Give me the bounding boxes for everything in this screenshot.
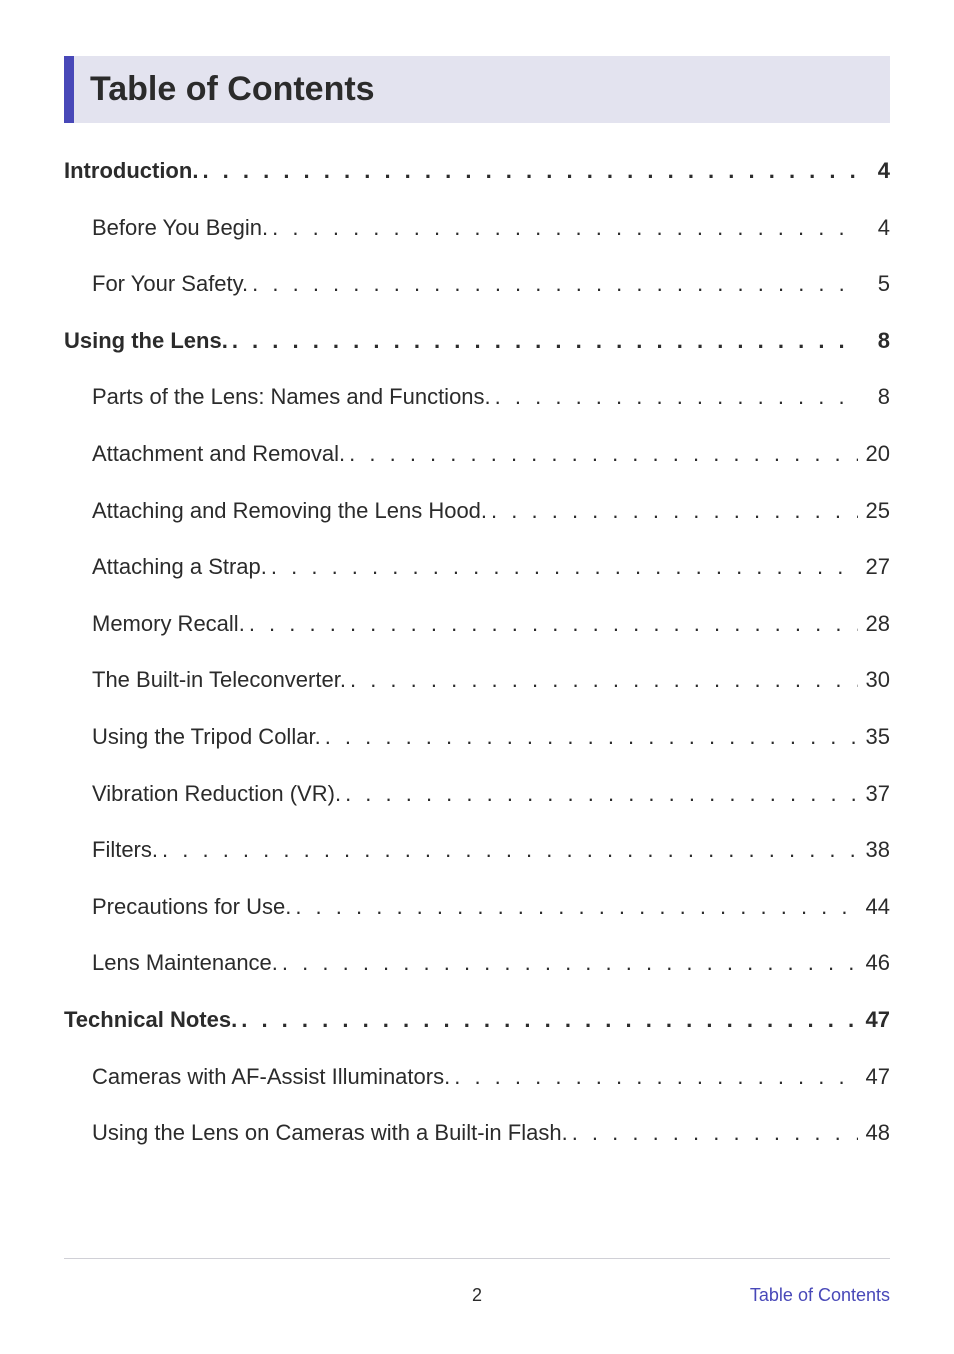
- toc-leader: . . . . . . . . . . . . . . . . . . . . …: [267, 553, 858, 582]
- toc-leader: . . . . . . . . . . . . . . . . . . . . …: [237, 1006, 858, 1035]
- toc-entry-title: Lens Maintenance: [92, 949, 278, 978]
- toc-entry-page: 30: [858, 666, 890, 695]
- toc-row[interactable]: Precautions for Use. . . . . . . . . . .…: [64, 893, 890, 922]
- toc-entry-page: 27: [858, 553, 890, 582]
- page-footer: 2 Table of Contents: [64, 1258, 890, 1306]
- toc-entry-title: For Your Safety: [92, 270, 248, 299]
- toc-entry-page: 47: [858, 1006, 890, 1035]
- toc-row[interactable]: Attaching a Strap. . . . . . . . . . . .…: [64, 553, 890, 582]
- toc-leader: . . . . . . . . . . . . . . . . . . . . …: [491, 383, 858, 412]
- toc-row[interactable]: Using the Lens. . . . . . . . . . . . . …: [64, 327, 890, 356]
- toc-entry-page: 20: [858, 440, 890, 469]
- toc-entry-page: 38: [858, 836, 890, 865]
- toc-row[interactable]: Technical Notes. . . . . . . . . . . . .…: [64, 1006, 890, 1035]
- toc-row[interactable]: Introduction. . . . . . . . . . . . . . …: [64, 157, 890, 186]
- toc-entry-title: Attaching and Removing the Lens Hood: [92, 497, 487, 526]
- toc-row[interactable]: Parts of the Lens: Names and Functions. …: [64, 383, 890, 412]
- toc-leader: . . . . . . . . . . . . . . . . . . . . …: [248, 270, 858, 299]
- toc-entry-page: 4: [858, 214, 890, 243]
- toc-row[interactable]: Cameras with AF-Assist Illuminators. . .…: [64, 1063, 890, 1092]
- toc-entry-page: 47: [858, 1063, 890, 1092]
- toc-entry-page: 8: [858, 383, 890, 412]
- toc-leader: . . . . . . . . . . . . . . . . . . . . …: [278, 949, 858, 978]
- toc-row[interactable]: Before You Begin. . . . . . . . . . . . …: [64, 214, 890, 243]
- toc-row[interactable]: Lens Maintenance. . . . . . . . . . . . …: [64, 949, 890, 978]
- toc-leader: . . . . . . . . . . . . . . . . . . . . …: [228, 327, 858, 356]
- toc-leader: . . . . . . . . . . . . . . . . . . . . …: [568, 1119, 858, 1148]
- toc-entry-page: 46: [858, 949, 890, 978]
- toc-entry-title: Attaching a Strap: [92, 553, 267, 582]
- toc-entry-title: Introduction: [64, 157, 198, 186]
- toc-row[interactable]: Using the Tripod Collar. . . . . . . . .…: [64, 723, 890, 752]
- toc-entry-page: 25: [858, 497, 890, 526]
- toc-leader: . . . . . . . . . . . . . . . . . . . . …: [321, 723, 858, 752]
- toc-entry-title: Before You Begin: [92, 214, 268, 243]
- toc-entry-page: 28: [858, 610, 890, 639]
- toc-row[interactable]: Vibration Reduction (VR). . . . . . . . …: [64, 780, 890, 809]
- toc-entry-title: The Built-in Teleconverter: [92, 666, 346, 695]
- toc-row[interactable]: Attachment and Removal. . . . . . . . . …: [64, 440, 890, 469]
- toc-entry-title: Memory Recall: [92, 610, 245, 639]
- toc-leader: . . . . . . . . . . . . . . . . . . . . …: [450, 1063, 858, 1092]
- toc-leader: . . . . . . . . . . . . . . . . . . . . …: [341, 780, 858, 809]
- toc-entry-title: Filters: [92, 836, 158, 865]
- toc-leader: . . . . . . . . . . . . . . . . . . . . …: [198, 157, 858, 186]
- toc-leader: . . . . . . . . . . . . . . . . . . . . …: [158, 836, 858, 865]
- toc-entry-page: 37: [858, 780, 890, 809]
- toc-leader: . . . . . . . . . . . . . . . . . . . . …: [291, 893, 858, 922]
- page: Table of Contents Introduction. . . . . …: [0, 0, 954, 1148]
- toc-leader: . . . . . . . . . . . . . . . . . . . . …: [345, 440, 858, 469]
- toc-entry-page: 35: [858, 723, 890, 752]
- toc-entry-title: Parts of the Lens: Names and Functions: [92, 383, 491, 412]
- toc-entry-title: Using the Tripod Collar: [92, 723, 321, 752]
- toc-row[interactable]: Attaching and Removing the Lens Hood. . …: [64, 497, 890, 526]
- toc-entry-page: 5: [858, 270, 890, 299]
- page-title: Table of Contents: [90, 70, 870, 109]
- toc-entry-title: Vibration Reduction (VR): [92, 780, 341, 809]
- toc-entry-title: Precautions for Use: [92, 893, 291, 922]
- title-bar: Table of Contents: [64, 56, 890, 123]
- footer-label[interactable]: Table of Contents: [750, 1285, 890, 1306]
- toc-row[interactable]: Using the Lens on Cameras with a Built-i…: [64, 1119, 890, 1148]
- toc-entry-title: Cameras with AF-Assist Illuminators: [92, 1063, 450, 1092]
- toc-entry-title: Technical Notes: [64, 1006, 237, 1035]
- toc-entry-page: 48: [858, 1119, 890, 1148]
- toc-leader: . . . . . . . . . . . . . . . . . . . . …: [245, 610, 858, 639]
- toc-entry-page: 8: [858, 327, 890, 356]
- toc-entry-title: Attachment and Removal: [92, 440, 345, 469]
- toc-entry-page: 4: [858, 157, 890, 186]
- toc-leader: . . . . . . . . . . . . . . . . . . . . …: [487, 497, 858, 526]
- toc-row[interactable]: Memory Recall. . . . . . . . . . . . . .…: [64, 610, 890, 639]
- toc-row[interactable]: For Your Safety. . . . . . . . . . . . .…: [64, 270, 890, 299]
- toc-row[interactable]: The Built-in Teleconverter. . . . . . . …: [64, 666, 890, 695]
- toc-leader: . . . . . . . . . . . . . . . . . . . . …: [346, 666, 858, 695]
- footer-page-number: 2: [472, 1285, 482, 1306]
- toc-list: Introduction. . . . . . . . . . . . . . …: [64, 157, 890, 1148]
- toc-entry-page: 44: [858, 893, 890, 922]
- toc-row[interactable]: Filters. . . . . . . . . . . . . . . . .…: [64, 836, 890, 865]
- toc-entry-title: Using the Lens: [64, 327, 228, 356]
- toc-leader: . . . . . . . . . . . . . . . . . . . . …: [268, 214, 858, 243]
- toc-entry-title: Using the Lens on Cameras with a Built-i…: [92, 1119, 568, 1148]
